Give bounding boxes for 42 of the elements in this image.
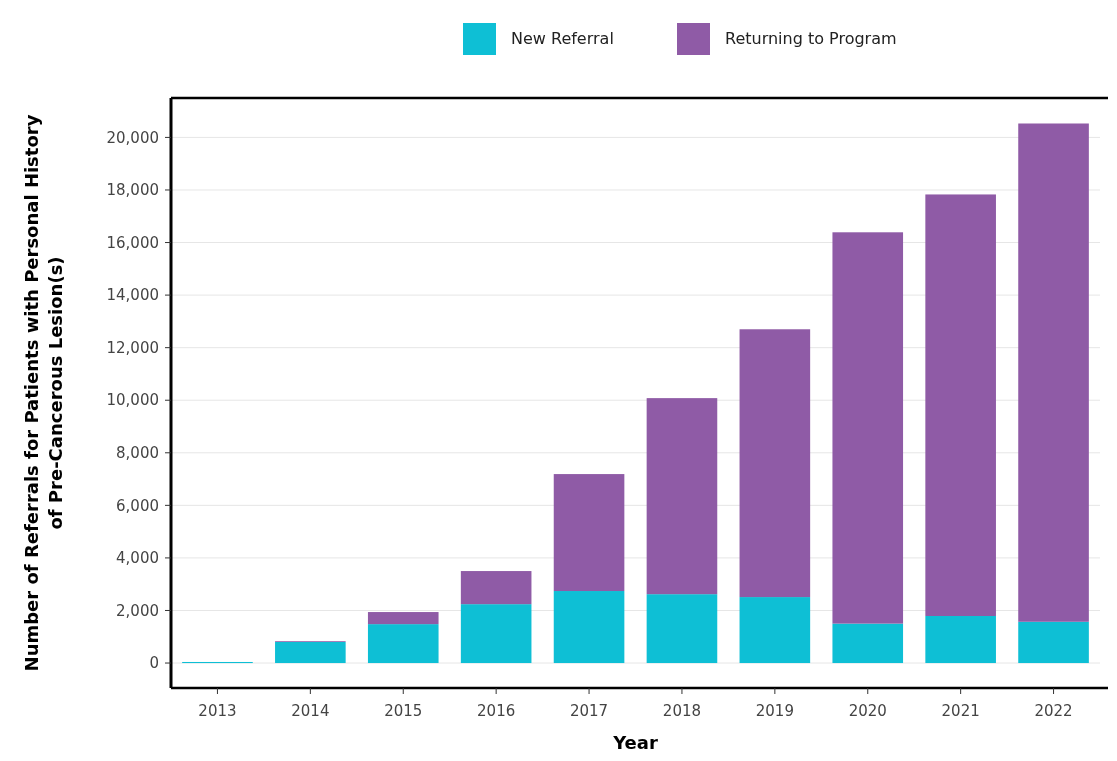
bar <box>1018 621 1089 664</box>
y-tick-label: 14,000 <box>106 286 159 305</box>
y-tick-label: 18,000 <box>106 181 159 200</box>
x-axis-title: Year <box>612 732 658 753</box>
x-tick-label: 2022 <box>1034 702 1073 720</box>
legend-label: Returning to Program <box>725 29 897 48</box>
bar <box>460 571 532 605</box>
x-tick-label: 2016 <box>477 702 516 720</box>
x-tick-label: 2020 <box>848 702 887 720</box>
y-tick-label: 6,000 <box>116 496 159 515</box>
bar <box>553 591 625 664</box>
bar <box>367 612 439 625</box>
x-tick-label: 2013 <box>198 702 237 720</box>
x-tick-label: 2021 <box>941 702 980 720</box>
y-tick-label: 16,000 <box>106 233 159 252</box>
bar <box>553 474 625 592</box>
bar <box>1018 123 1089 622</box>
legend-label: New Referral <box>511 29 614 48</box>
bar <box>460 604 532 664</box>
y-axis-title: Number of Referrals for Patients with Personal History of Pre-Cancerous Lesion(s) <box>21 114 66 672</box>
x-tick-label: 2015 <box>384 702 423 720</box>
y-tick-label: 12,000 <box>106 338 159 357</box>
bar <box>832 232 904 624</box>
bar <box>739 329 811 598</box>
y-tick-label: 10,000 <box>106 391 159 410</box>
bar <box>367 624 439 664</box>
y-tick-label: 8,000 <box>116 444 159 463</box>
x-tick-label: 2014 <box>291 702 330 720</box>
bar <box>646 594 718 664</box>
x-tick-label: 2019 <box>755 702 794 720</box>
y-tick-label: 2,000 <box>116 601 159 620</box>
bar <box>925 615 996 664</box>
x-tick-label: 2017 <box>569 702 609 720</box>
bar <box>925 194 996 616</box>
bar <box>739 597 811 664</box>
y-tick-label: 0 <box>149 654 159 673</box>
y-tick-label: 20,000 <box>106 128 159 147</box>
bar <box>275 642 346 664</box>
bar <box>832 623 904 664</box>
y-tick-label: 4,000 <box>116 549 159 568</box>
x-tick-label: 2018 <box>662 702 702 720</box>
bar <box>646 398 718 595</box>
